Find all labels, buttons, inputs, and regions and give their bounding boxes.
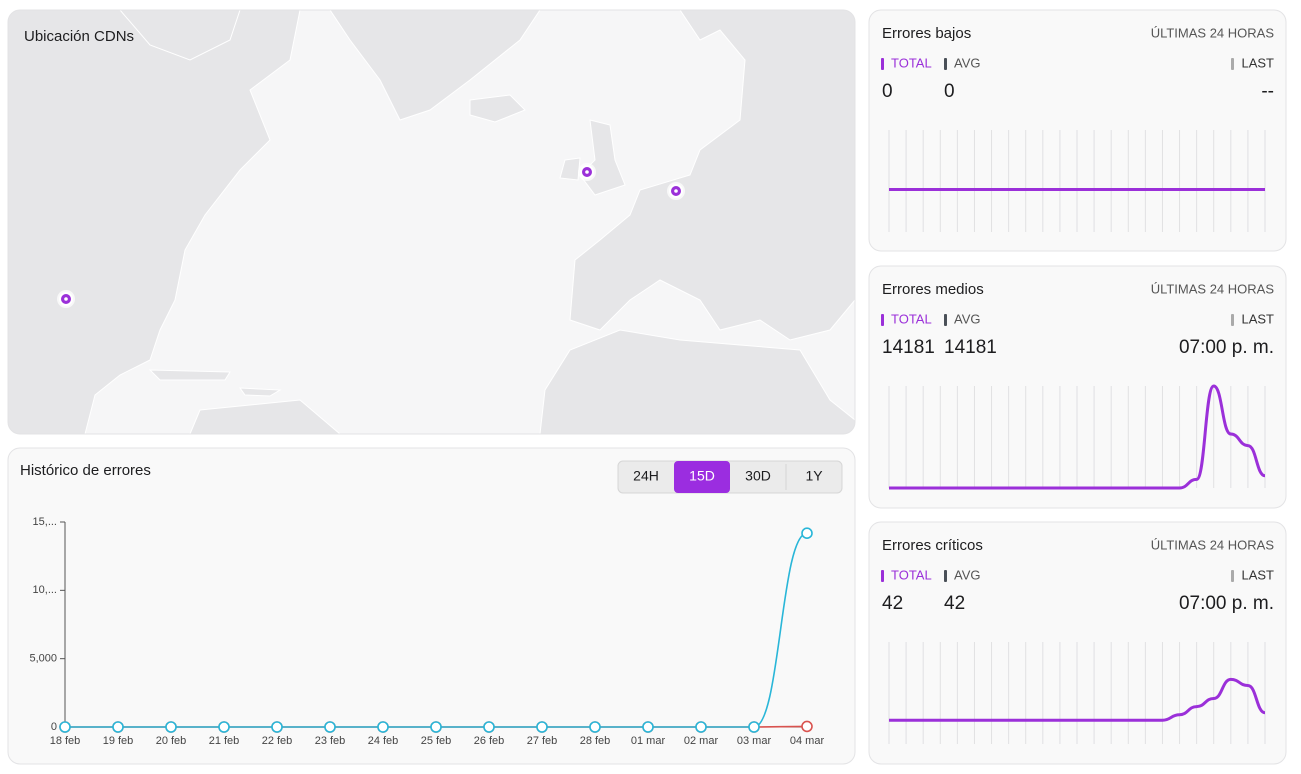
land-britain xyxy=(559,119,626,196)
map-panel: Ubicación CDNs xyxy=(8,10,855,434)
land-caribbean xyxy=(148,369,282,397)
data-point xyxy=(165,721,177,733)
avg-value: 42 xyxy=(944,593,965,614)
x-tick-label: 25 feb xyxy=(421,735,452,747)
y-tick-label: 0 xyxy=(51,721,57,733)
card-title: Errores medios xyxy=(882,281,984,298)
legend-swatch xyxy=(1231,58,1234,70)
history-panel xyxy=(7,447,856,765)
data-point xyxy=(430,721,442,733)
card-period: ÚLTIMAS 24 HORAS xyxy=(1151,537,1275,552)
legend-label: AVG xyxy=(954,55,981,70)
x-tick-label: 20 feb xyxy=(156,735,187,747)
range-button[interactable] xyxy=(674,461,730,493)
legend-label: TOTAL xyxy=(891,311,932,326)
land-africa xyxy=(539,329,855,434)
data-point xyxy=(589,721,601,733)
data-point xyxy=(748,721,760,733)
x-tick-label: 23 feb xyxy=(315,735,346,747)
cdn-marker-center xyxy=(674,189,678,193)
avg-value: 0 xyxy=(944,81,955,102)
data-point xyxy=(112,721,124,733)
total-value: 14181 xyxy=(882,337,935,358)
legend-label: LAST xyxy=(1241,311,1274,326)
legend-label: TOTAL xyxy=(891,55,932,70)
card-title: Errores bajos xyxy=(882,25,971,42)
x-tick-label: 26 feb xyxy=(474,735,505,747)
history-title: Histórico de errores xyxy=(20,462,151,479)
x-tick-label: 27 feb xyxy=(527,735,558,747)
x-tick-label: 01 mar xyxy=(631,735,666,747)
last-value: -- xyxy=(1261,81,1274,102)
land-europe xyxy=(569,10,855,341)
last-value: 07:00 p. m. xyxy=(1179,593,1274,614)
legend-label: AVG xyxy=(954,311,981,326)
x-tick-label: 04 mar xyxy=(790,735,825,747)
series-line xyxy=(889,677,1266,722)
data-point xyxy=(801,527,813,539)
legend-swatch xyxy=(1231,314,1234,326)
range-button-label[interactable]: 15D xyxy=(689,468,715,484)
series-line xyxy=(64,532,808,728)
map-title: Ubicación CDNs xyxy=(24,28,134,45)
x-tick-label: 28 feb xyxy=(580,735,611,747)
range-button-label[interactable]: 24H xyxy=(633,468,659,484)
legend-label: LAST xyxy=(1241,567,1274,582)
land-canada-islands xyxy=(118,10,241,61)
data-point xyxy=(536,721,548,733)
data-point xyxy=(377,721,389,733)
card-period: ÚLTIMAS 24 HORAS xyxy=(1151,281,1275,296)
legend-swatch xyxy=(881,314,884,326)
avg-value: 14181 xyxy=(944,337,997,358)
data-point xyxy=(59,721,71,733)
data-point xyxy=(801,720,813,733)
x-tick-label: 02 mar xyxy=(684,735,719,747)
legend-swatch xyxy=(881,570,884,582)
x-tick-label: 21 feb xyxy=(209,735,240,747)
map-border xyxy=(7,9,856,435)
last-value: 07:00 p. m. xyxy=(1179,337,1274,358)
data-point xyxy=(324,721,336,733)
land-iceland xyxy=(469,94,526,123)
land-greenland xyxy=(329,10,541,121)
card-title: Errores críticos xyxy=(882,537,983,554)
data-point xyxy=(218,721,230,733)
y-tick-label: 5,000 xyxy=(29,653,57,665)
range-button-label[interactable]: 30D xyxy=(745,468,771,484)
cdn-marker-center xyxy=(64,297,68,301)
data-point xyxy=(271,721,283,733)
x-tick-label: 03 mar xyxy=(737,735,772,747)
land-south-america xyxy=(189,399,342,434)
total-value: 0 xyxy=(882,81,893,102)
range-button-label[interactable]: 1Y xyxy=(805,468,823,484)
x-tick-label: 22 feb xyxy=(262,735,293,747)
x-tick-label: 24 feb xyxy=(368,735,399,747)
legend-swatch xyxy=(944,58,947,70)
card-period: ÚLTIMAS 24 HORAS xyxy=(1151,25,1275,40)
legend-swatch xyxy=(881,58,884,70)
data-point xyxy=(642,721,654,733)
data-point xyxy=(483,721,495,733)
legend-label: TOTAL xyxy=(891,567,932,582)
y-tick-label: 15,... xyxy=(33,516,57,528)
legend-swatch xyxy=(944,570,947,582)
legend-label: AVG xyxy=(954,567,981,582)
legend-label: LAST xyxy=(1241,55,1274,70)
cdn-marker-center xyxy=(585,170,589,174)
legend-swatch xyxy=(944,314,947,326)
land-north-america xyxy=(8,10,301,434)
total-value: 42 xyxy=(882,593,903,614)
data-point xyxy=(695,721,707,733)
series-line xyxy=(889,384,1266,490)
legend-swatch xyxy=(1231,570,1234,582)
y-tick-label: 10,... xyxy=(33,584,57,596)
x-tick-label: 19 feb xyxy=(103,735,134,747)
x-tick-label: 18 feb xyxy=(50,735,81,747)
